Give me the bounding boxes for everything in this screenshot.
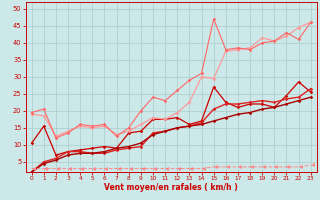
X-axis label: Vent moyen/en rafales ( km/h ): Vent moyen/en rafales ( km/h ) bbox=[104, 183, 238, 192]
